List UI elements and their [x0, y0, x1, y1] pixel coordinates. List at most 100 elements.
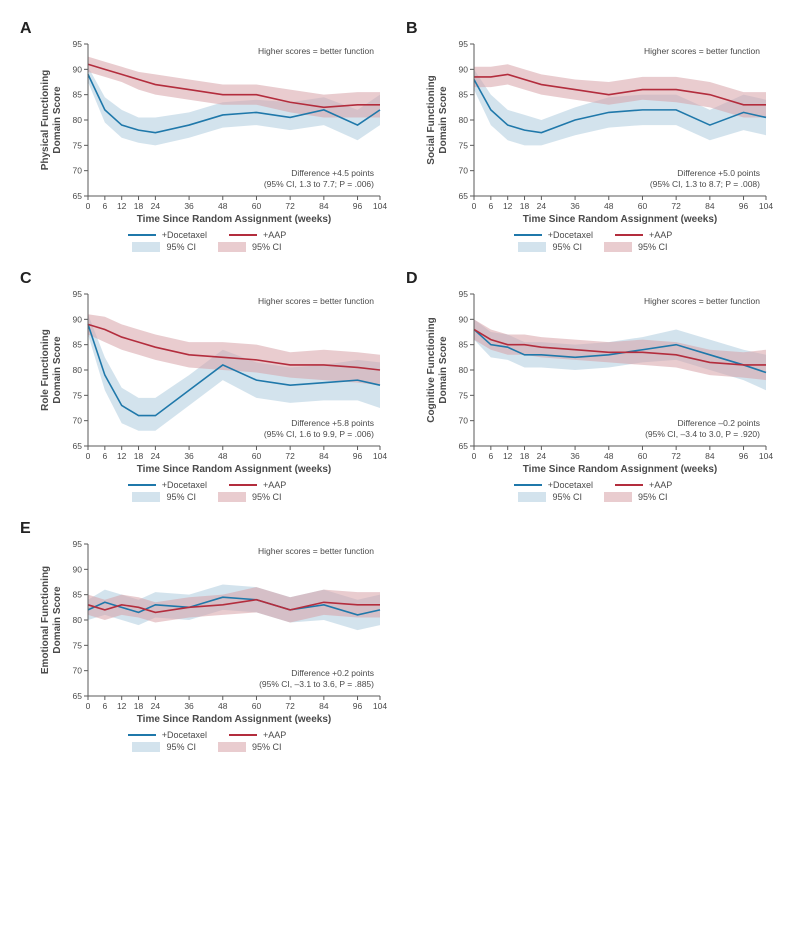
legend-aap-label: +AAP	[263, 480, 286, 490]
svg-text:Emotional Functioning: Emotional Functioning	[40, 566, 51, 674]
x-tick-label: 0	[86, 201, 91, 211]
legend-row-ci: 95% CI 95% CI	[132, 242, 281, 252]
legend-aap: +AAP	[615, 480, 672, 490]
legend: +Docetaxel +AAP 95% CI 95% CI	[406, 230, 780, 252]
y-axis-title: Role FunctioningDomain Score	[40, 329, 63, 411]
x-tick-label: 18	[134, 701, 144, 711]
legend-docetaxel: +Docetaxel	[128, 480, 207, 490]
difference-text: Difference +5.0 points	[677, 168, 760, 178]
legend-aap-ci-label: 95% CI	[252, 242, 282, 252]
legend-docetaxel-ci-label: 95% CI	[166, 742, 196, 752]
legend-aap-ci-swatch	[218, 492, 246, 502]
x-tick-label: 12	[117, 701, 127, 711]
legend-aap-ci-label: 95% CI	[252, 492, 282, 502]
legend-aap: +AAP	[615, 230, 672, 240]
legend-docetaxel-ci-label: 95% CI	[166, 242, 196, 252]
y-tick-label: 85	[73, 590, 83, 600]
y-tick-label: 75	[73, 640, 83, 650]
y-tick-label: 65	[459, 191, 469, 201]
panel-a: A6570758085909506121824364860728496104Ti…	[20, 20, 394, 252]
legend-docetaxel-ci-label: 95% CI	[166, 492, 196, 502]
x-axis-title: Time Since Random Assignment (weeks)	[523, 214, 718, 225]
legend-aap-swatch	[615, 234, 643, 236]
svg-text:Domain Score: Domain Score	[438, 336, 449, 404]
y-tick-label: 65	[459, 441, 469, 451]
legend-docetaxel-swatch	[514, 484, 542, 486]
x-tick-label: 18	[520, 451, 530, 461]
x-tick-label: 48	[218, 701, 228, 711]
x-tick-label: 60	[252, 451, 262, 461]
y-tick-label: 80	[73, 115, 83, 125]
legend-aap-swatch	[229, 234, 257, 236]
panel-letter: D	[406, 270, 418, 288]
legend-aap: +AAP	[229, 480, 286, 490]
x-tick-label: 36	[570, 201, 580, 211]
legend-docetaxel: +Docetaxel	[128, 730, 207, 740]
legend-row-ci: 95% CI 95% CI	[518, 242, 667, 252]
legend-aap-swatch	[615, 484, 643, 486]
legend-row-ci: 95% CI 95% CI	[132, 492, 281, 502]
panel-b: B6570758085909506121824364860728496104Ti…	[406, 20, 780, 252]
legend-docetaxel-ci-swatch	[132, 242, 160, 252]
panel-grid: A6570758085909506121824364860728496104Ti…	[20, 20, 780, 752]
svg-text:Role Functioning: Role Functioning	[40, 329, 51, 411]
x-tick-label: 72	[285, 201, 295, 211]
y-tick-label: 90	[73, 314, 83, 324]
y-tick-label: 75	[459, 140, 469, 150]
y-tick-label: 75	[459, 390, 469, 400]
x-axis-title: Time Since Random Assignment (weeks)	[137, 464, 332, 475]
chart-wrap: 6570758085909506121824364860728496104Tim…	[424, 288, 774, 476]
chart-wrap: 6570758085909506121824364860728496104Tim…	[38, 538, 388, 726]
x-tick-label: 12	[117, 201, 127, 211]
legend-aap-swatch	[229, 484, 257, 486]
x-tick-label: 18	[134, 451, 144, 461]
x-tick-label: 24	[151, 451, 161, 461]
svg-text:Physical Functioning: Physical Functioning	[40, 70, 51, 171]
legend-aap-ci: 95% CI	[218, 242, 282, 252]
legend-docetaxel-ci: 95% CI	[132, 742, 196, 752]
note-text: Higher scores = better function	[258, 546, 374, 556]
legend-docetaxel-ci-label: 95% CI	[552, 242, 582, 252]
chart-svg: 6570758085909506121824364860728496104Tim…	[424, 38, 774, 226]
x-tick-label: 96	[739, 201, 749, 211]
y-tick-label: 80	[459, 365, 469, 375]
legend-aap-ci-label: 95% CI	[638, 492, 668, 502]
legend-docetaxel-ci: 95% CI	[132, 492, 196, 502]
panel-c: C6570758085909506121824364860728496104Ti…	[20, 270, 394, 502]
y-tick-label: 75	[73, 390, 83, 400]
legend-docetaxel-label: +Docetaxel	[548, 230, 593, 240]
x-tick-label: 24	[151, 201, 161, 211]
x-axis-title: Time Since Random Assignment (weeks)	[523, 464, 718, 475]
difference-ci-text: (95% CI, 1.3 to 8.7; P = .008)	[650, 179, 760, 189]
x-tick-label: 84	[319, 201, 329, 211]
x-tick-label: 48	[218, 451, 228, 461]
y-tick-label: 90	[73, 64, 83, 74]
legend: +Docetaxel +AAP 95% CI 95% CI	[20, 730, 394, 752]
x-tick-label: 84	[319, 701, 329, 711]
y-axis-title: Physical FunctioningDomain Score	[40, 70, 63, 171]
x-tick-label: 96	[353, 451, 363, 461]
chart-svg: 6570758085909506121824364860728496104Tim…	[38, 38, 388, 226]
legend-docetaxel-ci: 95% CI	[132, 242, 196, 252]
x-tick-label: 48	[604, 201, 614, 211]
legend-row-ci: 95% CI 95% CI	[518, 492, 667, 502]
legend-row-lines: +Docetaxel +AAP	[514, 230, 673, 240]
difference-text: Difference +4.5 points	[291, 168, 374, 178]
legend-docetaxel-ci: 95% CI	[518, 242, 582, 252]
y-tick-label: 90	[459, 64, 469, 74]
x-tick-label: 84	[705, 451, 715, 461]
legend-aap-ci: 95% CI	[218, 492, 282, 502]
legend-docetaxel-ci-swatch	[518, 242, 546, 252]
legend-docetaxel-swatch	[514, 234, 542, 236]
x-axis-title: Time Since Random Assignment (weeks)	[137, 214, 332, 225]
y-tick-label: 80	[459, 115, 469, 125]
difference-text: Difference +5.8 points	[291, 418, 374, 428]
panel-letter: E	[20, 520, 31, 538]
x-tick-label: 84	[705, 201, 715, 211]
x-tick-label: 24	[537, 201, 547, 211]
x-tick-label: 104	[373, 201, 387, 211]
legend-docetaxel-label: +Docetaxel	[162, 730, 207, 740]
y-tick-label: 70	[459, 416, 469, 426]
legend-aap-ci: 95% CI	[604, 492, 668, 502]
x-tick-label: 36	[184, 451, 194, 461]
